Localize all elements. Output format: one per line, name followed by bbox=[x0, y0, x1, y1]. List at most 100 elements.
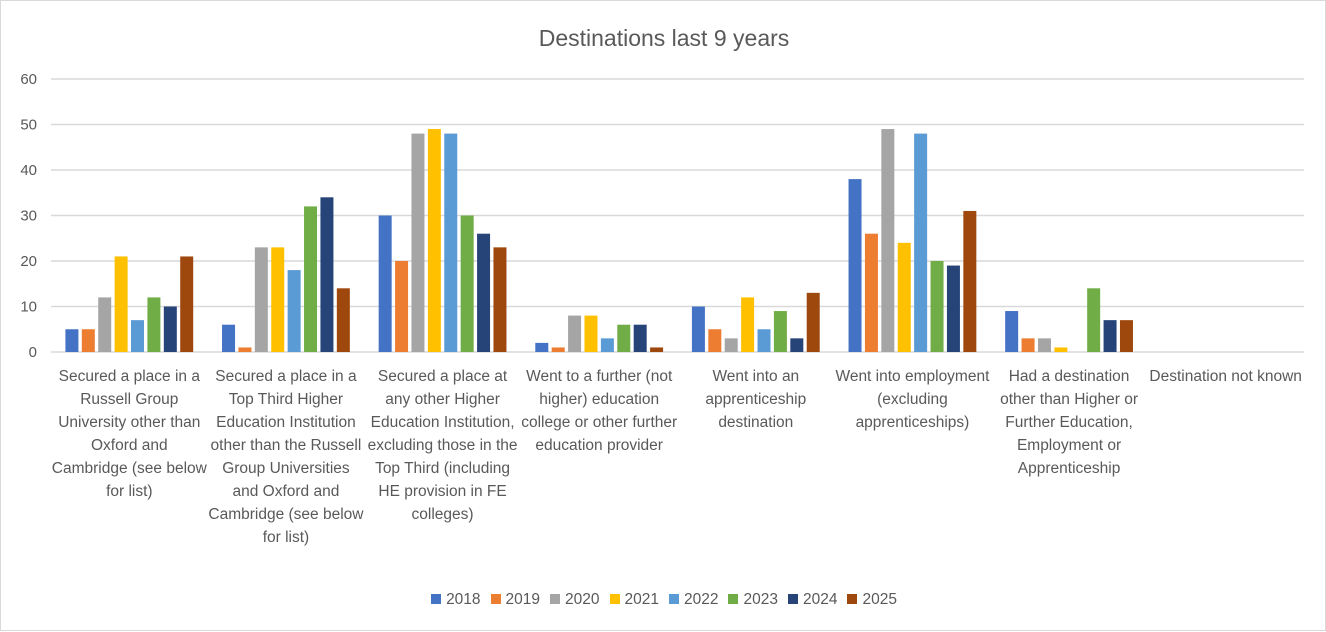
bar-2021-cat-4 bbox=[584, 315, 598, 352]
legend-item-2018: 2018 bbox=[431, 591, 481, 609]
bar-2025-cat-6 bbox=[963, 210, 977, 352]
bar-2021-cat-6 bbox=[897, 242, 911, 352]
bar-2023-cat-2 bbox=[304, 206, 318, 352]
bar-2024-cat-1 bbox=[163, 306, 177, 352]
x-category-label: Destination not known bbox=[1149, 368, 1302, 385]
legend-item-2020: 2020 bbox=[550, 591, 600, 609]
legend-item-2022: 2022 bbox=[669, 591, 718, 609]
bar-2023-cat-1 bbox=[147, 297, 161, 352]
x-category-label: Secured a place at any other Higher Educ… bbox=[367, 368, 518, 523]
legend-item-2025: 2025 bbox=[847, 591, 897, 609]
legend-swatch bbox=[431, 594, 442, 604]
y-tick-label: 20 bbox=[20, 253, 37, 270]
bar-2020-cat-3 bbox=[411, 133, 425, 352]
y-axis-ticks: 0 10 20 30 40 50 60 bbox=[20, 71, 37, 361]
bar-2024-cat-5 bbox=[790, 338, 804, 352]
legend-item-2024: 2024 bbox=[787, 591, 838, 609]
legend-label: 2018 bbox=[446, 591, 481, 608]
bar-2020-cat-4 bbox=[568, 315, 582, 352]
bar-2019-cat-7 bbox=[1021, 338, 1035, 352]
bar-2019-cat-3 bbox=[395, 261, 409, 352]
bar-2022-cat-5 bbox=[757, 329, 771, 352]
bar-2018-cat-5 bbox=[691, 306, 705, 352]
legend-item-2019: 2019 bbox=[490, 591, 541, 609]
legend-label: 2020 bbox=[565, 591, 600, 608]
y-tick-label: 10 bbox=[20, 299, 37, 316]
bar-2018-cat-3 bbox=[378, 215, 392, 352]
bar-2021-cat-5 bbox=[741, 297, 755, 352]
bar-2023-cat-6 bbox=[930, 261, 944, 352]
bar-2025-cat-7 bbox=[1119, 320, 1133, 352]
bar-2019-cat-2 bbox=[238, 347, 252, 352]
x-category-label: Went into an apprenticeship destination bbox=[705, 368, 807, 431]
bar-2021-cat-3 bbox=[427, 129, 441, 352]
bar-2024-cat-6 bbox=[946, 265, 960, 352]
bar-2023-cat-3 bbox=[460, 215, 474, 352]
x-category-label: Had a destination other than Higher or F… bbox=[1000, 368, 1138, 477]
bars bbox=[65, 129, 1133, 352]
legend-label: 2024 bbox=[802, 591, 838, 608]
legend-item-2023: 2023 bbox=[728, 591, 778, 609]
bar-2020-cat-1 bbox=[98, 297, 112, 352]
bar-2023-cat-7 bbox=[1087, 288, 1101, 352]
y-tick-label: 30 bbox=[20, 208, 37, 225]
bar-2018-cat-6 bbox=[848, 179, 862, 352]
chart-title: Destinations last 9 years bbox=[539, 25, 790, 51]
bar-2021-cat-2 bbox=[271, 247, 285, 352]
bar-2020-cat-5 bbox=[724, 338, 738, 352]
x-category-label: Secured a place in a Top Third Higher Ed… bbox=[208, 368, 364, 546]
legend-swatch bbox=[728, 594, 739, 604]
bar-2019-cat-4 bbox=[551, 347, 565, 352]
bar-2019-cat-1 bbox=[81, 329, 95, 352]
legend-label: 2021 bbox=[624, 591, 659, 608]
bar-2022-cat-4 bbox=[600, 338, 614, 352]
bar-2025-cat-2 bbox=[336, 288, 350, 352]
bar-2022-cat-3 bbox=[444, 133, 458, 352]
bar-2024-cat-4 bbox=[633, 324, 647, 352]
x-category-label: Went to a further (not higher) education… bbox=[521, 368, 678, 454]
bar-2019-cat-6 bbox=[864, 233, 878, 352]
y-tick-label: 50 bbox=[20, 117, 37, 134]
y-tick-label: 40 bbox=[20, 162, 37, 179]
legend-label: 2023 bbox=[743, 591, 778, 608]
legend-swatch bbox=[609, 594, 620, 604]
bar-2025-cat-3 bbox=[493, 247, 507, 352]
bar-2022-cat-2 bbox=[287, 270, 301, 352]
bar-2022-cat-6 bbox=[914, 133, 928, 352]
legend-swatch bbox=[490, 594, 501, 604]
legend-label: 2022 bbox=[684, 591, 719, 608]
bar-2024-cat-7 bbox=[1103, 320, 1117, 352]
legend-label: 2019 bbox=[505, 591, 541, 608]
legend: 2018 2019 2020 2021 2022 2023 2024 2025 bbox=[1, 591, 1326, 609]
x-category-label: Went into employment (excluding apprenti… bbox=[835, 368, 990, 431]
bar-2019-cat-5 bbox=[708, 329, 722, 352]
gridlines bbox=[51, 78, 1304, 353]
legend-item-2021: 2021 bbox=[609, 591, 659, 609]
y-tick-label: 60 bbox=[20, 71, 37, 88]
bar-2018-cat-7 bbox=[1005, 311, 1019, 352]
bar-2022-cat-1 bbox=[131, 320, 145, 352]
bar-2023-cat-5 bbox=[773, 311, 787, 352]
legend-swatch bbox=[550, 594, 561, 604]
bar-2021-cat-1 bbox=[114, 256, 128, 352]
bar-2025-cat-5 bbox=[806, 292, 820, 352]
bar-2018-cat-1 bbox=[65, 329, 79, 352]
legend-swatch bbox=[787, 594, 798, 604]
bar-2024-cat-3 bbox=[477, 233, 491, 352]
bar-2025-cat-4 bbox=[650, 347, 664, 352]
x-category-label: Secured a place in a Russell Group Unive… bbox=[51, 368, 207, 500]
bar-2018-cat-4 bbox=[535, 342, 549, 352]
legend-swatch bbox=[847, 594, 858, 604]
legend-swatch bbox=[669, 594, 679, 604]
bar-2024-cat-2 bbox=[320, 197, 334, 352]
bar-2018-cat-2 bbox=[222, 324, 236, 352]
bar-2020-cat-6 bbox=[881, 129, 895, 352]
bar-2021-cat-7 bbox=[1054, 347, 1068, 352]
bar-2020-cat-2 bbox=[254, 247, 268, 352]
bar-2025-cat-1 bbox=[180, 256, 194, 352]
bar-2020-cat-7 bbox=[1037, 338, 1051, 352]
y-tick-label: 0 bbox=[29, 344, 37, 361]
legend-label: 2025 bbox=[862, 591, 897, 608]
